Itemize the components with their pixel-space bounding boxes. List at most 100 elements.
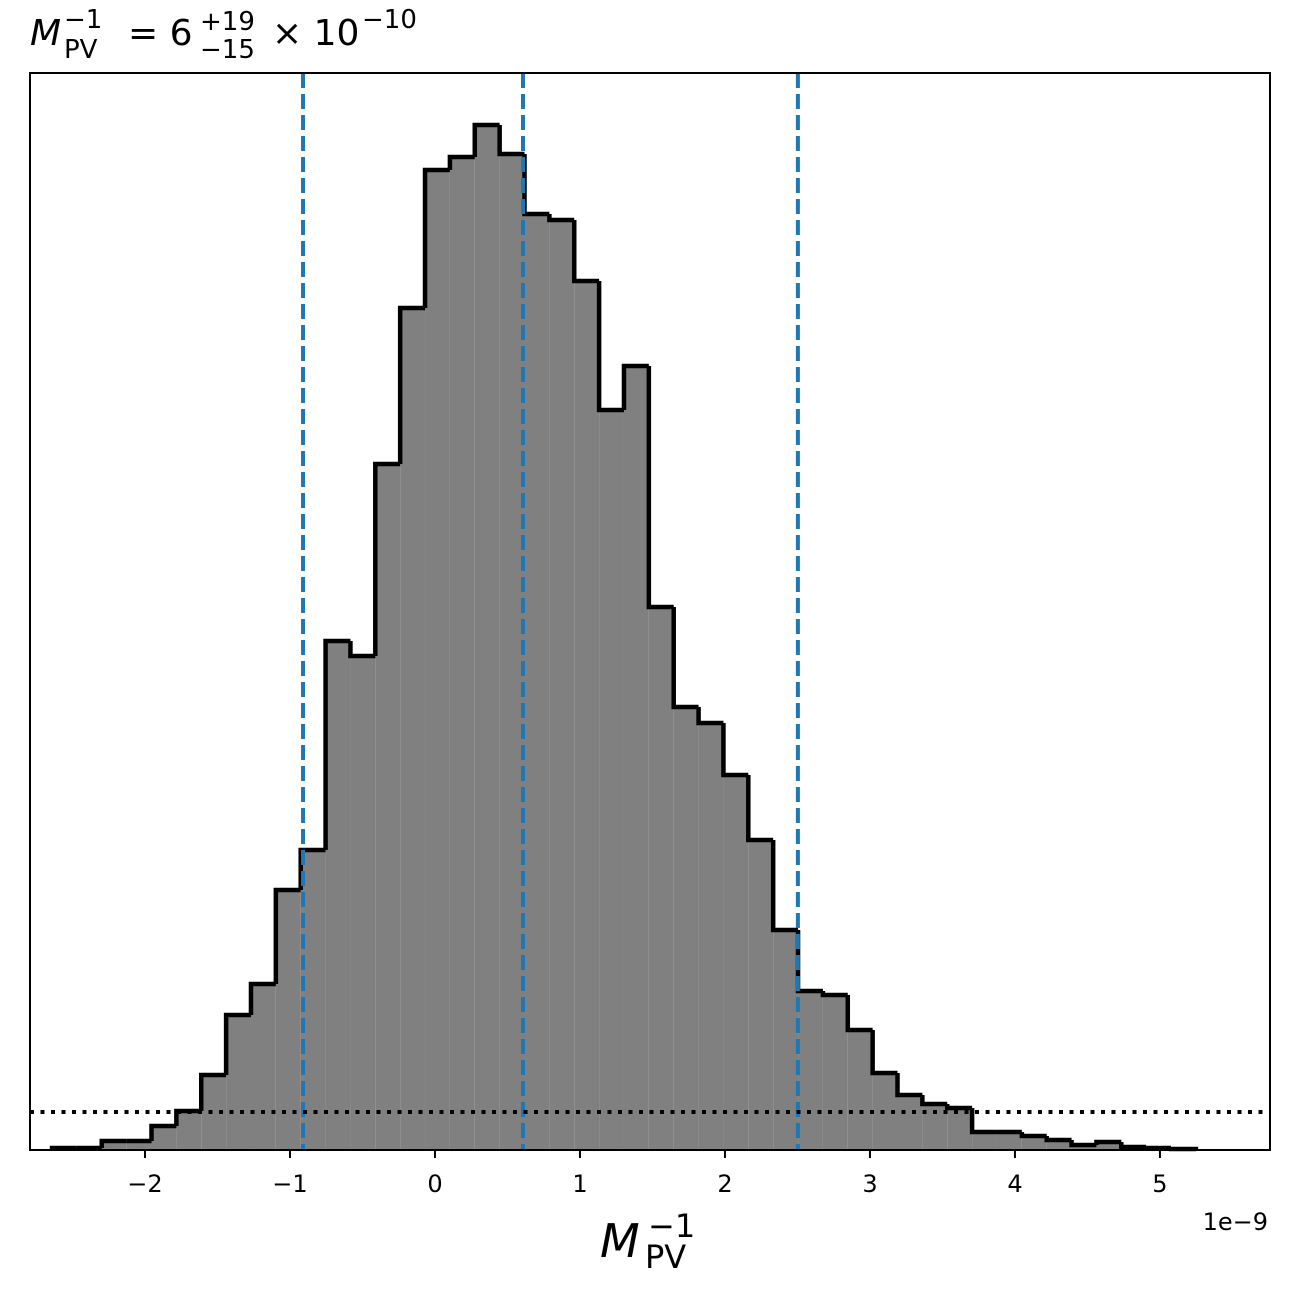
bar-outline (472, 122, 500, 157)
bar-outline (1019, 1132, 1047, 1139)
bar-outline (497, 125, 525, 157)
bar (822, 995, 848, 1150)
bar-outline (1143, 1145, 1172, 1151)
bar-outline (596, 281, 624, 413)
bar-outline (99, 1138, 127, 1148)
bar (126, 1141, 152, 1150)
bar (673, 707, 699, 1150)
bar (524, 214, 550, 1150)
bar (151, 1126, 177, 1150)
bar (474, 125, 500, 1150)
bar-outline (721, 723, 749, 778)
bar-outline (944, 1104, 973, 1111)
bar (226, 1015, 251, 1150)
bar (748, 840, 774, 1150)
bar-outline (1044, 1136, 1072, 1143)
plot-frame (29, 72, 1271, 1151)
x-tick-label: −2 (127, 1170, 162, 1198)
bar-outline (273, 887, 301, 984)
bar (499, 154, 525, 1150)
bar (1071, 1145, 1097, 1150)
bar-outline (373, 461, 401, 656)
bar-outline (348, 641, 376, 659)
bar (599, 410, 624, 1150)
x-tick-label: 2 (717, 1170, 732, 1198)
title-exp: −10 (362, 5, 417, 35)
title-times: × 10 (272, 13, 359, 54)
bar (847, 1030, 873, 1150)
bar-outline (895, 1073, 923, 1098)
bar (574, 281, 600, 1150)
bar (449, 157, 475, 1150)
bar-outline (646, 366, 674, 610)
title-sup: −1 (64, 5, 102, 35)
bar-outline (547, 214, 575, 223)
bar (325, 641, 351, 1150)
bar-outline (1119, 1142, 1147, 1150)
bar-outline (298, 847, 326, 890)
title-upper: +19 (200, 7, 255, 37)
bar-outline (397, 305, 426, 464)
bar-outline (323, 638, 351, 850)
bar (275, 890, 301, 1150)
bar (1046, 1140, 1072, 1150)
bar-outline (149, 1123, 177, 1141)
x-tick-label: 4 (1007, 1170, 1022, 1198)
x-label-sup: −1 (648, 1207, 695, 1245)
bar (549, 220, 575, 1150)
bar-outline (248, 981, 276, 1015)
bar-outline (522, 154, 550, 217)
title: M PV −1 = 6 +19 −15 × 10 −10 (30, 5, 417, 65)
bar (425, 170, 450, 1150)
x-tick-label: 5 (1152, 1170, 1167, 1198)
title-symbol: M (30, 13, 61, 54)
bar (996, 1132, 1022, 1150)
bar-outline (969, 1108, 997, 1135)
bar-outline (696, 707, 724, 726)
x-label: M PV −1 (600, 1207, 695, 1276)
bar (1096, 1142, 1122, 1150)
bar-outline (223, 1012, 251, 1075)
bar (101, 1141, 127, 1150)
x-label-symbol: M (600, 1214, 640, 1268)
bar-outline (746, 775, 774, 843)
bar (176, 1111, 202, 1150)
x-tick-label: 1 (572, 1170, 587, 1198)
bar (798, 991, 823, 1150)
x-tick-label: 0 (427, 1170, 442, 1198)
bar (947, 1108, 973, 1150)
bar (623, 366, 649, 1150)
bar-outline (870, 1030, 898, 1076)
bar (400, 308, 426, 1150)
bar-outline (198, 1072, 227, 1111)
bar (723, 775, 749, 1150)
bar (897, 1095, 923, 1150)
x-tick-label: 3 (862, 1170, 877, 1198)
x-offset-label: 1e−9 (1203, 1208, 1268, 1236)
bar-outline (1069, 1140, 1097, 1148)
bar (773, 930, 799, 1150)
bar-outline (447, 154, 475, 170)
bar-outline (422, 167, 450, 308)
bar (972, 1132, 997, 1150)
bar-outline (820, 991, 848, 998)
title-sub: PV (64, 35, 98, 65)
bar (1021, 1136, 1047, 1150)
bar (698, 723, 724, 1150)
bar (350, 656, 376, 1150)
title-lower: −15 (200, 35, 255, 65)
bar-outline (795, 930, 823, 994)
x-tick-label: −1 (272, 1170, 307, 1198)
bar (250, 984, 276, 1150)
x-label-sub: PV (645, 1238, 686, 1276)
bar-outline (770, 840, 799, 933)
bar (648, 607, 674, 1150)
bar-outline (1094, 1139, 1122, 1145)
bar-outline (671, 607, 699, 710)
bar-outline (571, 220, 600, 284)
bar-outline (920, 1095, 948, 1107)
bar (375, 464, 401, 1150)
title-eq: = 6 (128, 13, 193, 54)
bar-outline (845, 995, 873, 1033)
